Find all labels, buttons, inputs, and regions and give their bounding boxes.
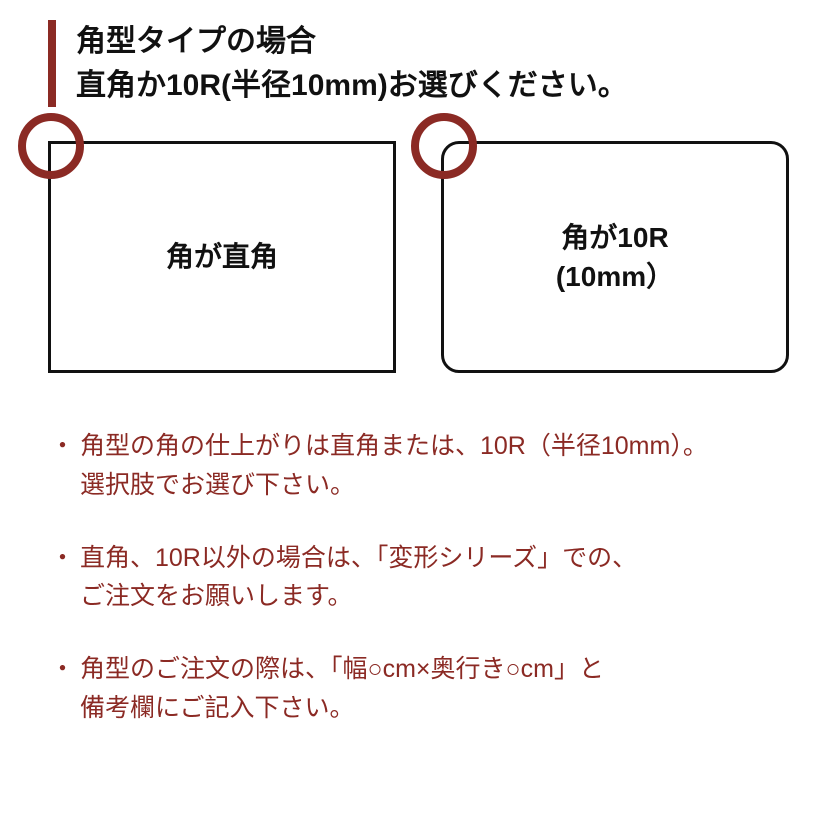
box-sharp: 角が直角: [48, 141, 396, 373]
list-item: 角型のご注文の際は、「幅○cm×奥行き○cm」と 備考欄にご記入下さい。: [54, 650, 792, 728]
bullet-line: 選択肢でお選び下さい。: [80, 471, 355, 499]
box-rounded: 角が10R (10mm）: [441, 141, 789, 373]
heading-line-1: 角型タイプの場合: [76, 25, 316, 58]
bullet-line: ご注文をお願いします。: [80, 582, 353, 610]
list-item: 角型の角の仕上がりは直角または、10R（半径10mm）。 選択肢でお選び下さい。: [54, 427, 792, 505]
box-rounded-label-line2: (10mm）: [556, 261, 674, 292]
bullet-line: 角型の角の仕上がりは直角または、10R（半径10mm）。: [80, 432, 708, 460]
highlight-circle-icon: [18, 113, 84, 179]
bullet-line: 角型のご注文の際は、「幅○cm×奥行き○cm」と: [80, 655, 604, 683]
bullet-list: 角型の角の仕上がりは直角または、10R（半径10mm）。 選択肢でお選び下さい。…: [48, 427, 792, 728]
heading-accent-bar: [48, 20, 56, 107]
box-rounded-label-line1: 角が10R: [561, 222, 668, 253]
bullet-line: 直角、10R以外の場合は、「変形シリーズ」での、: [80, 544, 637, 572]
heading-text: 角型タイプの場合 直角か10R(半径10mm)お選びください。: [76, 20, 628, 107]
diagram-rounded-corner: 角が10R (10mm）: [435, 135, 792, 379]
list-item: 直角、10R以外の場合は、「変形シリーズ」での、 ご注文をお願いします。: [54, 539, 792, 617]
highlight-circle-icon: [411, 113, 477, 179]
bullet-line: 備考欄にご記入下さい。: [80, 694, 355, 722]
diagram-row: 角が直角 角が10R (10mm）: [42, 135, 792, 379]
box-sharp-label: 角が直角: [166, 237, 278, 276]
box-rounded-label: 角が10R (10mm）: [556, 218, 674, 296]
heading: 角型タイプの場合 直角か10R(半径10mm)お選びください。: [48, 20, 792, 107]
heading-line-2: 直角か10R(半径10mm)お選びください。: [76, 69, 628, 102]
diagram-sharp-corner: 角が直角: [42, 135, 399, 379]
